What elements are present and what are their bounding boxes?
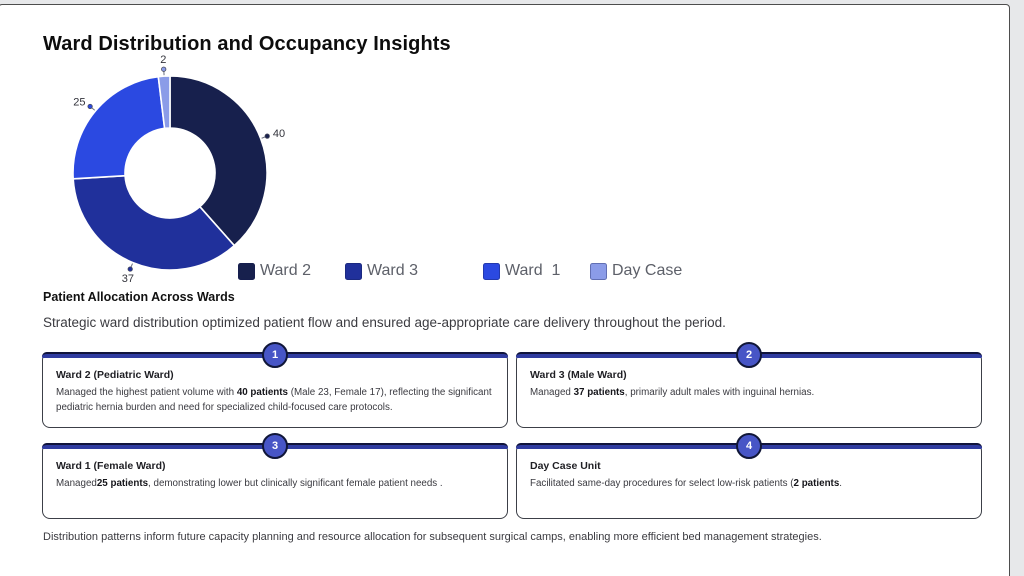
card-body-text: Managed 37 patients, primarily adult mal… [530,386,968,401]
section-heading: Patient Allocation Across Wards [43,290,235,304]
card-number-badge: 2 [736,342,762,368]
card-body-bold: 37 patients [573,387,625,398]
legend-label: Day Case [612,262,683,279]
card-body-text: Managed the highest patient volume with … [56,386,494,415]
legend-item-ward-3[interactable]: Ward 3 [345,262,418,280]
card-body-prefix: Managed [530,387,574,398]
pie-value-label: 25 [73,96,85,108]
legend-item-day-case[interactable]: Day Case [590,262,682,280]
pie-slice-ward-2[interactable] [169,75,268,247]
card-number-badge: 3 [262,433,288,459]
card-body-suffix: . [839,478,842,489]
card-body-bold: 25 patients [96,478,149,489]
card-title: Ward 3 (Male Ward) [530,369,627,381]
card-title: Day Case Unit [530,460,601,472]
card-body-bold: 2 patients [793,478,840,489]
label-anchor-dot [127,266,133,272]
card-day-case: 4 Day Case Unit Facilitated same-day pro… [515,433,983,519]
legend-swatch-day-case [590,262,607,280]
page-title: Ward Distribution and Occupancy Insights [43,33,451,55]
pie-slice-ward-1[interactable] [72,75,166,180]
legend-swatch-ward-1 [483,262,500,280]
section-description: Strategic ward distribution optimized pa… [43,315,726,330]
donut-chart[interactable]: 40 37 25 2 [40,55,320,290]
card-title: Ward 2 (Pediatric Ward) [56,369,174,381]
card-ward-2: 1 Ward 2 (Pediatric Ward) Managed the hi… [41,342,509,428]
pie-value-label: 40 [273,128,285,140]
legend-label: Ward 2 [260,262,311,279]
legend-swatch-ward-2 [238,262,255,280]
card-title: Ward 1 (Female Ward) [56,460,166,472]
card-body-suffix: (Male 23, Female 17), reflecting the sig… [56,387,492,413]
label-anchor-dot [161,66,167,72]
card-body-bold: 40 patients [236,387,288,398]
footer-note: Distribution patterns inform future capa… [43,531,822,543]
legend-item-ward-1[interactable]: Ward 1 [483,262,560,280]
card-number-badge: 4 [736,433,762,459]
legend-item-ward-2[interactable]: Ward 2 [238,262,311,280]
card-body-suffix: , primarily adult males with inguinal he… [624,387,815,398]
pie-value-label: 2 [160,55,166,66]
label-anchor-dot [87,103,93,110]
card-body-suffix: , demonstrating lower but clinically sig… [148,478,443,489]
card-body-text: Facilitated same-day procedures for sele… [530,477,968,492]
card-ward-1: 3 Ward 1 (Female Ward) Managed25 patient… [41,433,509,519]
card-body-prefix: Facilitated same-day procedures for sele… [530,478,794,489]
legend-swatch-ward-3 [345,262,362,280]
card-ward-3: 2 Ward 3 (Male Ward) Managed 37 patients… [515,342,983,428]
label-anchor-dot [264,133,270,139]
legend-label: Ward 1 [505,262,561,279]
cards-grid: 1 Ward 2 (Pediatric Ward) Managed the hi… [41,342,983,519]
card-body-prefix: Managed the highest patient volume with [56,387,237,398]
card-body-text: Managed25 patients, demonstrating lower … [56,477,494,492]
pie-slice-ward-3[interactable] [72,174,236,271]
pie-slice-day-case[interactable] [157,75,171,130]
card-body-prefix: Managed [56,478,97,489]
card-number-badge: 1 [262,342,288,368]
legend-label: Ward 3 [367,262,418,279]
pie-value-label: 37 [122,273,134,285]
